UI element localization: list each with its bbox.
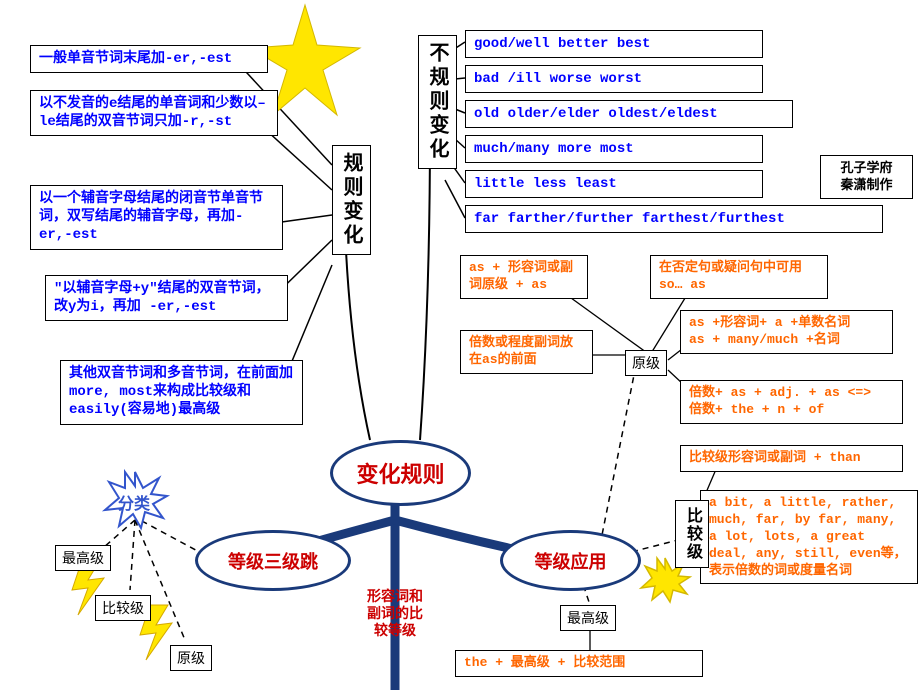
- irr-box-3: old older/elder oldest/eldest: [465, 100, 793, 128]
- jump-label: 等级三级跳: [228, 548, 318, 574]
- rule-box-2: 以不发音的e结尾的单音词和少数以– le结尾的双音节词只加-r,-st: [30, 90, 278, 136]
- irr-box-1: good/well better best: [465, 30, 763, 58]
- irregular-label: 不规则变化: [418, 35, 457, 169]
- irr-box-6: far farther/further farthest/furthest: [465, 205, 883, 233]
- rule-box-3: 以一个辅音字母结尾的闭音节单音节词，双写结尾的辅音字母，再加-er,-est: [30, 185, 283, 250]
- sup-box-1: the + 最高级 + 比较范围: [455, 650, 703, 677]
- pos-box-5: 倍数+ as + adj. + as <=> 倍数+ the + n + of: [680, 380, 903, 424]
- superlative-node: 最高级: [560, 605, 616, 631]
- root-label: 变化规则: [356, 457, 444, 489]
- credit-box: 孔子学府 秦潇制作: [820, 155, 913, 199]
- rule-box-4: "以辅音字母+y"结尾的双音节词，改y为i，再加 -er,-est: [45, 275, 288, 321]
- rule-box-1: 一般单音节词末尾加-er,-est: [30, 45, 268, 73]
- regular-label: 规则变化: [332, 145, 371, 255]
- irr-box-5: little less least: [465, 170, 763, 198]
- stem-label: 形容词和副词的比较等级: [365, 590, 425, 640]
- apply-oval: 等级应用: [500, 530, 641, 591]
- rule-box-5: 其他双音节词和多音节词，在前面加more, most来构成比较级和easily(…: [60, 360, 303, 425]
- comp-box-1: 比较级形容词或副词 + than: [680, 445, 903, 472]
- diagram-canvas: 一般单音节词末尾加-er,-est 以不发音的e结尾的单音词和少数以– le结尾…: [0, 0, 920, 690]
- comp-box-2: a bit, a little, rather, much, far, by f…: [700, 490, 918, 584]
- jump-oval: 等级三级跳: [195, 530, 351, 591]
- apply-label: 等级应用: [535, 548, 607, 574]
- comparative-label: 比较级: [675, 500, 709, 568]
- pos-box-1: as + 形容词或副词原级 + as: [460, 255, 588, 299]
- irr-box-4: much/many more most: [465, 135, 763, 163]
- pos-box-3: 倍数或程度副词放在as的前面: [460, 330, 593, 374]
- positive-label: 原级: [625, 350, 667, 376]
- pos-box-4: as +形容词+ a +单数名词 as + many/much +名词: [680, 310, 893, 354]
- classify-label: 分类: [118, 490, 150, 514]
- classify-positive: 原级: [170, 645, 212, 671]
- classify-superlative: 最高级: [55, 545, 111, 571]
- pos-box-2: 在否定句或疑问句中可用so… as: [650, 255, 828, 299]
- root-oval: 变化规则: [330, 440, 471, 506]
- classify-comparative: 比较级: [95, 595, 151, 621]
- irr-box-2: bad /ill worse worst: [465, 65, 763, 93]
